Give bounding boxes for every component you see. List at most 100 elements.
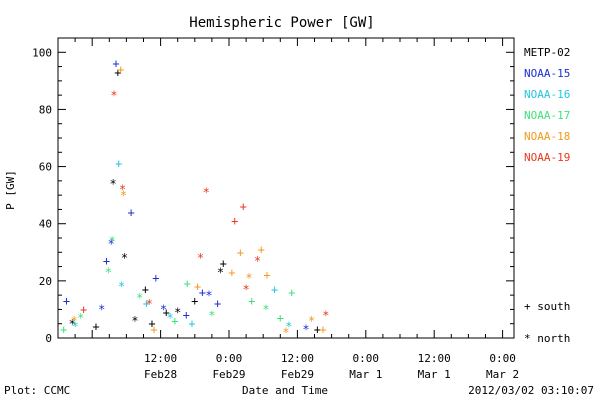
y-tick-label: 20 [39,275,52,288]
data-point: + [188,317,195,331]
y-tick-label: 40 [39,218,52,231]
legend: METP-02 NOAA-15 NOAA-16 NOAA-17 NOAA-18 NOAA-… [524,46,570,164]
footer-credit: Plot: CCMC [4,384,70,397]
x-tick-label-time: 12:00 [144,352,177,365]
data-point: + [220,257,227,271]
x-tick-label-time: 0:00 [216,352,243,365]
data-point: * [119,183,126,197]
data-point: + [240,200,247,214]
data-point: * [136,291,143,305]
data-point: * [71,314,78,328]
data-point: + [150,322,157,336]
x-axis: 12:00 Feb28 0:00 Feb29 12:00 Feb29 0:00 Mar 1 12… [57,38,519,381]
x-tick-label-time: 12:00 [418,352,451,365]
data-point: + [263,268,270,282]
y-axis: 0 20 40 60 80 100 [32,46,514,345]
data-point: + [114,65,121,79]
data-point: + [191,294,198,308]
data-point: + [112,57,119,71]
data-point: + [171,314,178,328]
data-point: * [160,303,167,317]
data-point: * [71,320,78,334]
data-point: + [142,282,149,296]
data-point: * [302,323,309,337]
data-point: * [108,237,115,251]
legend-entry: NOAA-15 [524,67,570,80]
data-point: + [228,265,235,279]
legend-entry: METP-02 [524,46,570,59]
data-point: * [146,297,153,311]
y-axis-label: P [GW] [4,170,17,210]
data-point: + [117,62,124,76]
data-point: + [148,317,155,331]
x-tick-label-date: Mar 1 [349,368,382,381]
legend-entry: NOAA-19 [524,151,570,164]
marker-legend-entry: + south [524,300,570,313]
data-point: * [166,311,173,325]
data-point: * [282,325,289,339]
data-point: * [105,265,112,279]
x-axis-label: Date and Time [242,384,328,397]
data-point: * [208,308,215,322]
data-point: * [262,303,269,317]
data-point: + [258,242,265,256]
footer-timestamp: 2012/03/02 03:10:07 [468,384,594,397]
data-point: + [63,294,70,308]
y-tick-label: 80 [39,103,52,116]
data-point: * [197,251,204,265]
data-point: + [277,311,284,325]
data-point: + [248,294,255,308]
data-point: * [285,320,292,334]
data-point: + [184,277,191,291]
data-point: * [131,314,138,328]
data-point: * [110,88,117,102]
x-tick-label-time: 0:00 [489,352,516,365]
data-point: * [98,303,105,317]
y-tick-label: 60 [39,161,52,174]
x-tick-label-time: 12:00 [281,352,314,365]
data-point: + [194,280,201,294]
legend-entry: NOAA-16 [524,88,570,101]
data-point: + [60,322,67,336]
x-tick-label-date: Feb29 [281,368,314,381]
marker-legend: + south * north [524,300,570,345]
data-point: + [319,322,326,336]
data-point: * [121,251,128,265]
x-tick-label-date: Feb28 [144,368,177,381]
y-tick-label: 100 [32,46,52,59]
data-point: + [92,320,99,334]
data-point: * [254,254,261,268]
plot-frame [57,37,515,339]
data-point: + [163,305,170,319]
data-point: * [120,188,127,202]
x-tick-label-time: 0:00 [353,352,380,365]
data-point: * [203,185,210,199]
data-point: * [109,234,116,248]
legend-entry: NOAA-17 [524,109,570,122]
data-point: + [199,285,206,299]
data-point: * [242,283,249,297]
data-point: * [69,317,76,331]
chart-title: Hemispheric Power [GW] [189,15,374,31]
data-point: + [80,302,87,316]
data-point: + [183,308,190,322]
data-point: + [143,297,150,311]
data-point: + [237,245,244,259]
data-point: * [308,314,315,328]
data-point: + [152,271,159,285]
data-point: * [205,288,212,302]
x-tick-label-date: Mar 1 [418,368,451,381]
x-tick-label-date: Mar 2 [486,368,519,381]
y-tick-label: 0 [45,332,52,345]
data-point: * [77,311,84,325]
data-point: * [245,271,252,285]
data-point: * [174,305,181,319]
data-points: +***+++ *+*++* ++*++*+* ++ *+*++*+* ++*****++… [60,57,329,340]
data-point: + [288,285,295,299]
data-point: + [214,297,221,311]
data-point: + [103,254,110,268]
data-point: * [109,177,116,191]
data-point: + [271,282,278,296]
data-point: + [115,157,122,171]
